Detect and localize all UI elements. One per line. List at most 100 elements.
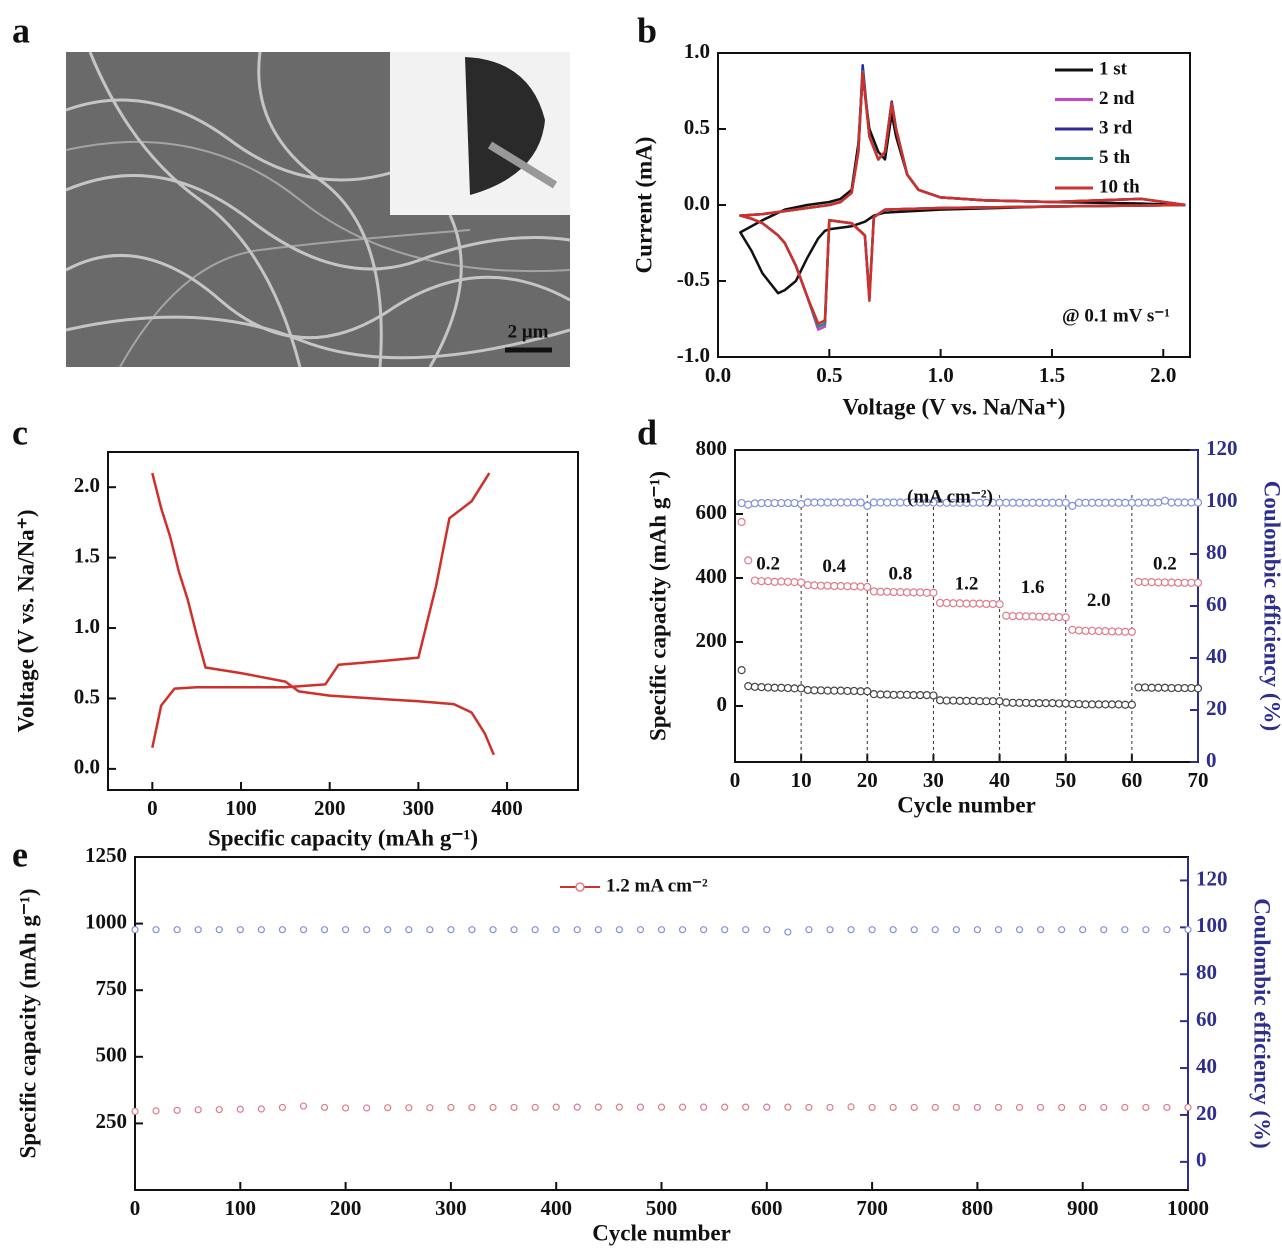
data-point	[1101, 627, 1110, 636]
y-tick-label: -1.0	[677, 343, 710, 367]
data-point	[1187, 683, 1196, 693]
data-point	[1041, 498, 1050, 507]
rate-label: 0.2	[1153, 554, 1177, 575]
data-point	[803, 580, 812, 590]
data-point	[863, 582, 872, 592]
data-point	[922, 691, 931, 700]
data-point	[826, 926, 834, 934]
data-point	[744, 500, 753, 509]
data-point	[1074, 498, 1084, 507]
data-point	[982, 697, 991, 706]
data-point	[783, 498, 793, 508]
data-point	[955, 599, 964, 608]
rate-label: 2.0	[1087, 590, 1111, 611]
data-point	[744, 682, 753, 691]
y2-axis-title: Coulombic efficiency (%)	[1250, 898, 1275, 1148]
data-point	[236, 926, 244, 934]
data-point	[784, 928, 792, 936]
inset-film	[465, 57, 545, 195]
data-point	[931, 1103, 939, 1112]
data-point	[783, 577, 793, 586]
panel-label: c	[12, 412, 28, 452]
data-point	[552, 926, 560, 934]
data-point	[1167, 683, 1176, 693]
data-point	[805, 926, 813, 934]
data-point	[889, 587, 898, 597]
y-tick-label: 500	[96, 1043, 128, 1067]
data-point	[320, 1103, 329, 1112]
data-point	[1008, 498, 1017, 507]
data-point	[489, 926, 497, 934]
data-point	[973, 1103, 982, 1112]
data-point	[975, 697, 984, 706]
data-point	[1142, 1103, 1150, 1112]
data-point	[1140, 683, 1150, 692]
data-point	[1021, 698, 1031, 707]
data-point	[757, 683, 766, 692]
data-point	[447, 926, 455, 934]
data-point	[931, 926, 939, 934]
data-point	[1081, 498, 1090, 507]
data-point	[1107, 498, 1117, 507]
data-point	[678, 926, 687, 934]
data-point	[1160, 578, 1170, 587]
data-point	[1035, 498, 1044, 507]
data-point	[847, 926, 855, 934]
data-point	[1134, 498, 1143, 507]
data-point	[1167, 578, 1176, 587]
panel-label: d	[637, 412, 657, 452]
data-point	[531, 926, 539, 934]
data-point	[922, 588, 931, 597]
data-point	[1147, 683, 1156, 692]
data-point	[826, 1103, 834, 1112]
legend-marker	[575, 882, 585, 892]
data-point	[173, 1106, 181, 1114]
data-point	[869, 587, 879, 596]
data-point	[889, 690, 898, 699]
data-point	[823, 498, 832, 507]
x-tick-label: 200	[330, 1196, 362, 1220]
data-point	[1035, 699, 1044, 708]
data-point	[1028, 498, 1037, 507]
data-point	[573, 926, 581, 934]
data-point	[657, 1103, 666, 1111]
data-point	[803, 498, 812, 507]
data-point	[510, 1103, 518, 1112]
data-point	[830, 686, 839, 695]
y2-tick-label: 80	[1206, 540, 1227, 564]
data-point	[363, 1104, 371, 1112]
y-tick-label: 250	[96, 1109, 128, 1133]
data-point	[594, 926, 602, 934]
y2-tick-label: 20	[1196, 1101, 1217, 1125]
data-point	[1107, 627, 1117, 636]
data-point	[1054, 699, 1064, 708]
data-point	[962, 696, 971, 705]
data-point	[816, 581, 826, 590]
legend-label: 3 rd	[1099, 117, 1133, 138]
data-point	[1079, 1103, 1087, 1112]
x-tick-label: 700	[856, 1196, 888, 1220]
data-point	[750, 682, 759, 691]
data-point	[657, 926, 666, 934]
data-point	[1121, 926, 1129, 934]
data-point	[405, 926, 413, 934]
y2-tick-label: 0	[1196, 1148, 1207, 1172]
data-point	[278, 926, 287, 934]
data-point	[1101, 498, 1110, 507]
data-point	[615, 926, 623, 934]
data-point	[995, 498, 1004, 507]
data-point	[1028, 612, 1037, 621]
y-axis-title: Specific capacity (mAh g⁻¹)	[645, 471, 670, 741]
data-point	[1184, 926, 1192, 934]
x-tick-label: 300	[435, 1196, 467, 1220]
data-point	[902, 690, 912, 699]
y2-tick-label: 120	[1196, 866, 1228, 890]
x-tick-label: 400	[491, 796, 523, 820]
legend-label: 1.2 mA cm⁻²	[606, 875, 708, 896]
y2-tick-label: 100	[1196, 913, 1228, 937]
data-point	[856, 498, 865, 507]
data-point	[1088, 700, 1097, 709]
data-point	[320, 926, 329, 934]
